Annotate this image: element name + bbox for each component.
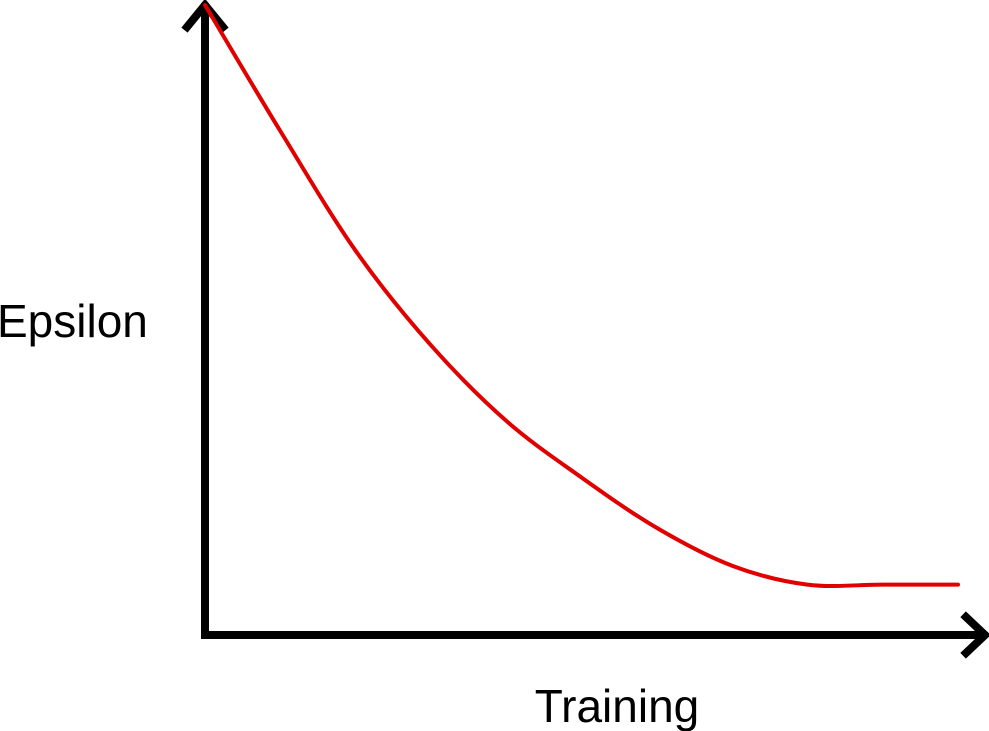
- y-axis-label: Epsilon: [0, 295, 148, 347]
- x-axis-label: Training: [535, 680, 699, 731]
- x-axis-arrowhead: [960, 611, 989, 659]
- epsilon-curve-line: [203, 3, 960, 589]
